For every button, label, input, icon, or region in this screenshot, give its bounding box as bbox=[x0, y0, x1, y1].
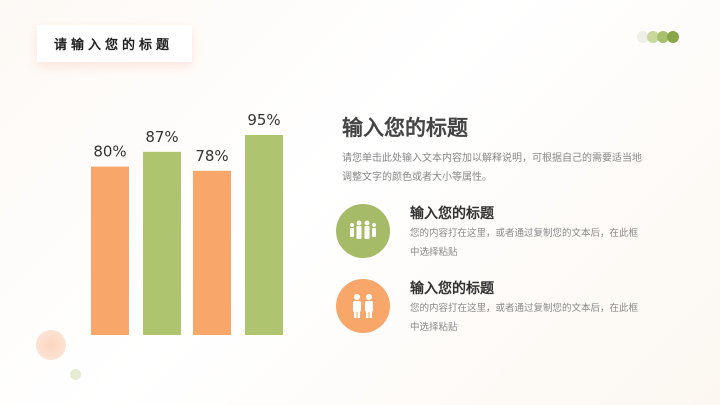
bar-chart: 80% 87% 78% 95% bbox=[91, 111, 283, 335]
item-body: 您的内容打在这里，或者通过复制您的文本后，在此框中选择粘贴 bbox=[410, 228, 639, 258]
bar bbox=[91, 166, 129, 335]
data-label: 80% bbox=[93, 143, 126, 161]
item-title: 输入您的标题 bbox=[410, 206, 494, 222]
section-heading: 输入您的标题 bbox=[342, 116, 468, 140]
dot bbox=[657, 31, 669, 43]
feature-item: 输入您的标题 您的内容打在这里，或者通过复制您的文本后，在此框中选择粘贴 bbox=[336, 279, 640, 337]
bar bbox=[143, 151, 181, 335]
dot bbox=[647, 31, 659, 43]
data-label: 87% bbox=[145, 128, 178, 146]
data-label: 78% bbox=[195, 147, 228, 165]
decorative-circle bbox=[70, 369, 81, 380]
dot bbox=[667, 31, 679, 43]
decorative-circle bbox=[36, 330, 66, 360]
data-label: 95% bbox=[247, 111, 280, 129]
two-people-icon bbox=[336, 279, 390, 333]
feature-item: 输入您的标题 您的内容打在这里，或者通过复制您的文本后，在此框中选择粘贴 bbox=[336, 204, 640, 262]
section-description: 请您单击此处输入文本内容加以解释说明，可根据自己的需要适当地调整文字的颜色或者大… bbox=[342, 153, 642, 183]
slide-title: 请输入您的标题 bbox=[37, 25, 192, 62]
bar bbox=[193, 170, 231, 335]
decorative-dots bbox=[637, 31, 679, 43]
item-body: 您的内容打在这里，或者通过复制您的文本后，在此框中选择粘贴 bbox=[410, 303, 639, 333]
bar bbox=[245, 135, 283, 335]
item-title: 输入您的标题 bbox=[410, 281, 494, 297]
group-people-icon bbox=[336, 204, 390, 258]
dot bbox=[637, 31, 649, 43]
